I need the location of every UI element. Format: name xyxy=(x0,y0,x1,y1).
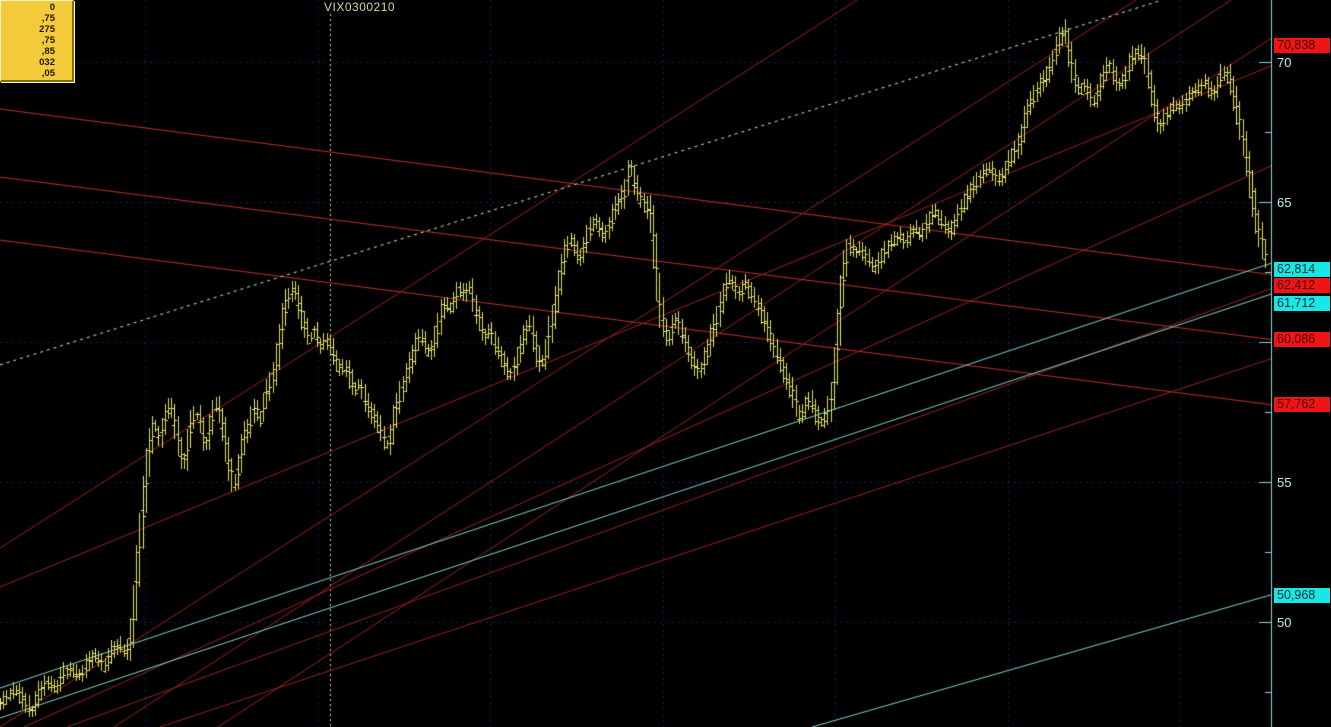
info-box-row: ,75 xyxy=(41,35,55,46)
price-label: 61,712 xyxy=(1274,296,1330,311)
y-axis-tick-label: 65 xyxy=(1277,195,1292,210)
info-box-row: ,85 xyxy=(41,46,55,57)
price-label: 60,086 xyxy=(1274,332,1330,347)
chart-title: VIX0300210 xyxy=(324,0,396,14)
y-axis-tick-label: 50 xyxy=(1277,615,1292,630)
info-box-row: ,05 xyxy=(41,68,55,79)
info-box-row: ,75 xyxy=(41,13,55,24)
price-label: 57,762 xyxy=(1274,397,1330,412)
y-axis-tick-label: 55 xyxy=(1277,475,1292,490)
info-box-row: 032 xyxy=(39,57,55,68)
price-label: 70,838 xyxy=(1274,38,1330,53)
price-label: 62,412 xyxy=(1274,278,1330,293)
info-box-row: 275 xyxy=(39,24,55,35)
data-info-box: 0,75 275,75,85 032,05 xyxy=(0,0,74,82)
price-label: 50,968 xyxy=(1274,588,1330,603)
price-label: 62,814 xyxy=(1274,262,1330,277)
info-box-row: 0 xyxy=(49,2,55,13)
y-axis-tick-label: 70 xyxy=(1277,55,1292,70)
